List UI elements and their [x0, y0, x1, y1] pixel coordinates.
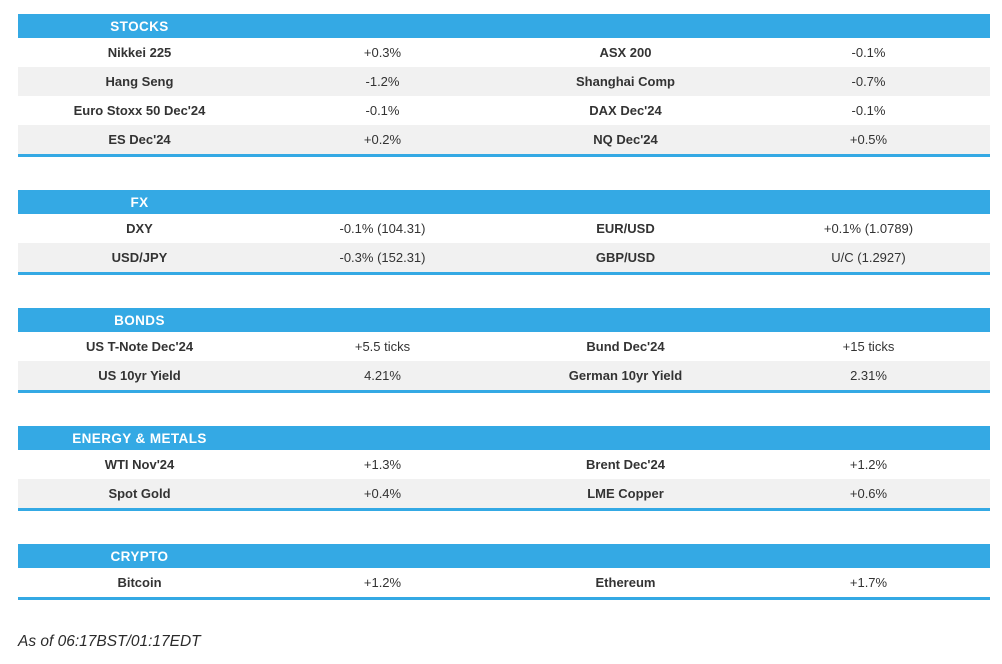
section-crypto: CRYPTO Bitcoin +1.2% Ethereum +1.7%	[18, 544, 990, 600]
instrument-label: US 10yr Yield	[98, 368, 181, 383]
instrument-value: -0.3% (152.31)	[339, 250, 426, 265]
instrument-value: +1.2%	[849, 457, 888, 472]
instrument-label: Shanghai Comp	[576, 74, 675, 89]
table-row: Euro Stoxx 50 Dec'24 -0.1% DAX Dec'24 -0…	[18, 96, 990, 125]
instrument-value: +1.3%	[363, 457, 402, 472]
instrument-value: +0.5%	[849, 132, 888, 147]
table-row: USD/JPY -0.3% (152.31) GBP/USD U/C (1.29…	[18, 243, 990, 272]
section-rows: DXY -0.1% (104.31) EUR/USD +0.1% (1.0789…	[18, 214, 990, 272]
section-title: FX	[130, 194, 149, 210]
instrument-label: Nikkei 225	[107, 45, 172, 60]
instrument-value: -0.1% (104.31)	[339, 221, 426, 236]
section-energy-metals: ENERGY & METALS WTI Nov'24 +1.3% Brent D…	[18, 426, 990, 511]
instrument-label: DXY	[126, 221, 153, 236]
instrument-label: Euro Stoxx 50 Dec'24	[73, 103, 206, 118]
instrument-value: +0.1% (1.0789)	[823, 221, 914, 236]
table-row: WTI Nov'24 +1.3% Brent Dec'24 +1.2%	[18, 450, 990, 479]
instrument-label: LME Copper	[587, 486, 664, 501]
section-rows: US T-Note Dec'24 +5.5 ticks Bund Dec'24 …	[18, 332, 990, 390]
section-rows: WTI Nov'24 +1.3% Brent Dec'24 +1.2% Spot…	[18, 450, 990, 508]
instrument-label: ES Dec'24	[108, 132, 171, 147]
instrument-value: -0.1%	[851, 45, 886, 60]
instrument-label: US T-Note Dec'24	[85, 339, 194, 354]
instrument-label: WTI Nov'24	[104, 457, 175, 472]
table-row: Nikkei 225 +0.3% ASX 200 -0.1%	[18, 38, 990, 67]
instrument-label: German 10yr Yield	[568, 368, 683, 383]
section-header: CRYPTO	[18, 544, 990, 568]
instrument-label: Bund Dec'24	[586, 339, 665, 354]
instrument-label: Brent Dec'24	[586, 457, 665, 472]
instrument-value: +1.7%	[849, 575, 888, 590]
instrument-value: -1.2%	[365, 74, 400, 89]
section-fx: FX DXY -0.1% (104.31) EUR/USD +0.1% (1.0…	[18, 190, 990, 275]
section-header: STOCKS	[18, 14, 990, 38]
instrument-value: +1.2%	[363, 575, 402, 590]
instrument-value: +0.6%	[849, 486, 888, 501]
table-row: DXY -0.1% (104.31) EUR/USD +0.1% (1.0789…	[18, 214, 990, 243]
section-rows: Bitcoin +1.2% Ethereum +1.7%	[18, 568, 990, 597]
instrument-label: ASX 200	[599, 45, 652, 60]
section-stocks: STOCKS Nikkei 225 +0.3% ASX 200 -0.1% Ha…	[18, 14, 990, 157]
instrument-label: Hang Seng	[105, 74, 174, 89]
instrument-value: -0.7%	[851, 74, 886, 89]
instrument-value: +15 ticks	[842, 339, 895, 354]
table-row: US 10yr Yield 4.21% German 10yr Yield 2.…	[18, 361, 990, 390]
section-title: CRYPTO	[110, 548, 169, 564]
instrument-label: Bitcoin	[117, 575, 162, 590]
instrument-label: GBP/USD	[595, 250, 656, 265]
instrument-label: Spot Gold	[108, 486, 171, 501]
instrument-label: EUR/USD	[596, 221, 655, 236]
table-row: Bitcoin +1.2% Ethereum +1.7%	[18, 568, 990, 597]
instrument-label: NQ Dec'24	[593, 132, 658, 147]
section-header: ENERGY & METALS	[18, 426, 990, 450]
instrument-label: DAX Dec'24	[589, 103, 662, 118]
timestamp-note: As of 06:17BST/01:17EDT	[18, 633, 201, 650]
table-row: US T-Note Dec'24 +5.5 ticks Bund Dec'24 …	[18, 332, 990, 361]
instrument-value: +0.4%	[363, 486, 402, 501]
section-rows: Nikkei 225 +0.3% ASX 200 -0.1% Hang Seng…	[18, 38, 990, 154]
instrument-value: -0.1%	[851, 103, 886, 118]
section-header: FX	[18, 190, 990, 214]
instrument-value: +0.2%	[363, 132, 402, 147]
instrument-label: Ethereum	[595, 575, 656, 590]
section-header: BONDS	[18, 308, 990, 332]
instrument-value: -0.1%	[365, 103, 400, 118]
table-row: Hang Seng -1.2% Shanghai Comp -0.7%	[18, 67, 990, 96]
section-title: ENERGY & METALS	[72, 430, 207, 446]
table-row: ES Dec'24 +0.2% NQ Dec'24 +0.5%	[18, 125, 990, 154]
section-title: BONDS	[114, 312, 165, 328]
section-bonds: BONDS US T-Note Dec'24 +5.5 ticks Bund D…	[18, 308, 990, 393]
instrument-value: 2.31%	[850, 368, 887, 383]
instrument-value: +5.5 ticks	[354, 339, 411, 354]
instrument-value: 4.21%	[364, 368, 401, 383]
instrument-value: +0.3%	[363, 45, 402, 60]
instrument-label: USD/JPY	[111, 250, 168, 265]
instrument-value: U/C (1.2927)	[831, 250, 906, 265]
table-row: Spot Gold +0.4% LME Copper +0.6%	[18, 479, 990, 508]
section-title: STOCKS	[110, 18, 169, 34]
